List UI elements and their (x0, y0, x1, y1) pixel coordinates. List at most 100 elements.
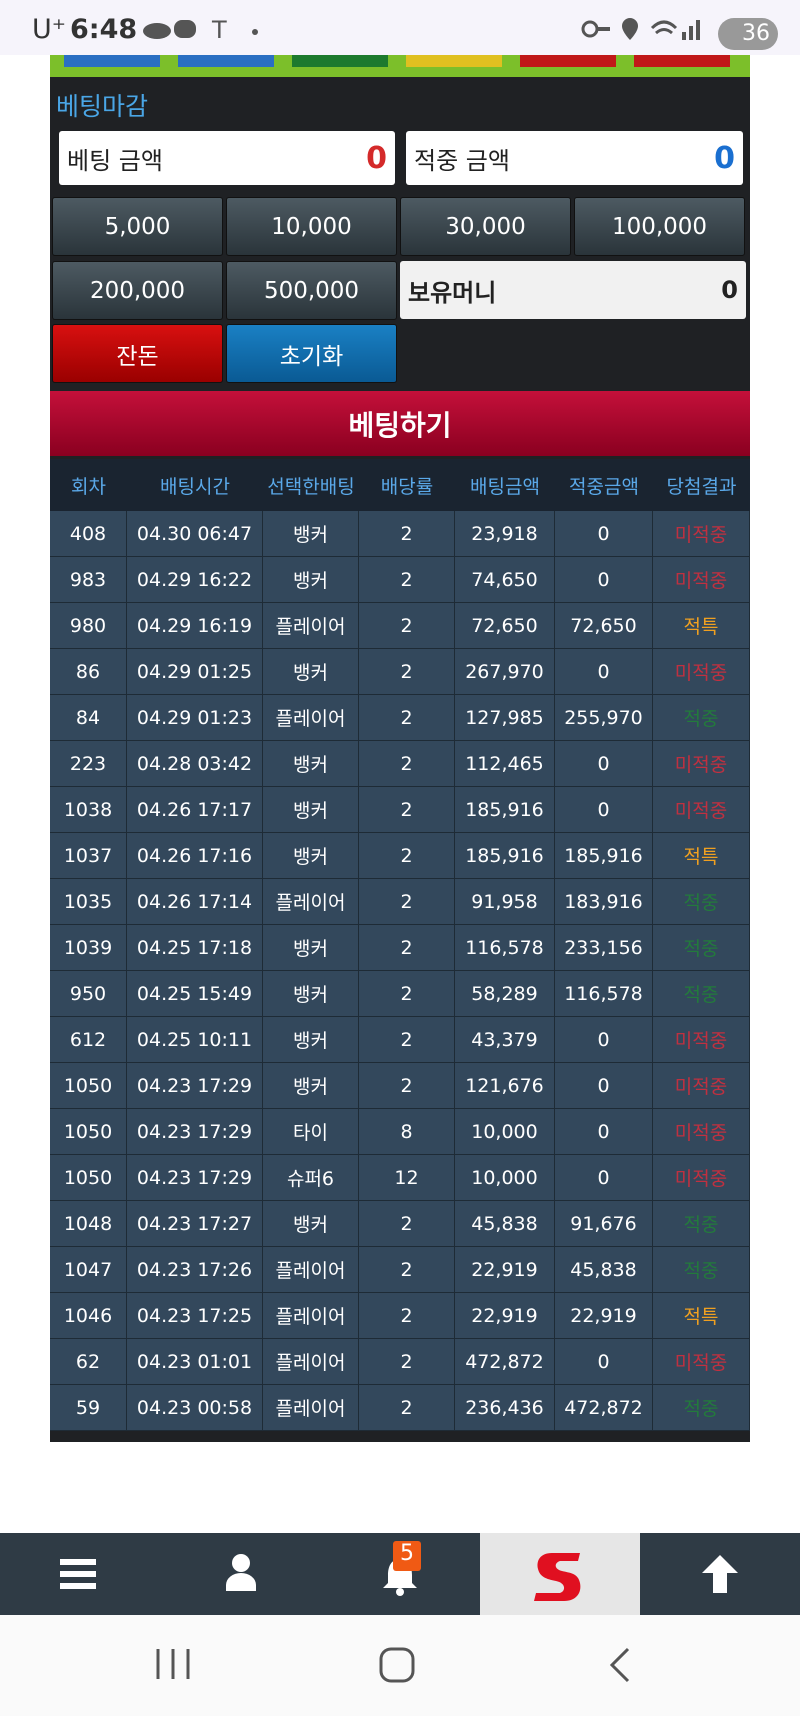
user-icon[interactable] (224, 1553, 258, 1593)
table-cell: 적중 (653, 1201, 750, 1246)
table-cell: 0 (555, 1155, 653, 1200)
table-cell: 10,000 (455, 1155, 555, 1200)
table-cell: 적중 (653, 695, 750, 740)
table-cell: 적중 (653, 1247, 750, 1292)
bet-amount-box: 베팅 금액 0 (59, 131, 395, 185)
table-cell: 45,838 (555, 1247, 653, 1292)
table-cell: 0 (555, 557, 653, 602)
table-row: 1037 04.26 17:16 뱅커 2 185,916 185,916 적특 (50, 833, 750, 879)
table-cell: 12 (359, 1155, 455, 1200)
table-cell: 1047 (50, 1247, 127, 1292)
value: 0 (714, 140, 735, 176)
table-row: 86 04.29 01:25 뱅커 2 267,970 0 미적중 (50, 649, 750, 695)
table-cell: 뱅커 (263, 1017, 359, 1062)
table-cell: 74,650 (455, 557, 555, 602)
table-cell: 뱅커 (263, 511, 359, 556)
status-bar: U⁺ 6:48 T 36 (0, 0, 800, 55)
reset-button[interactable]: 초기화 (226, 324, 397, 383)
table-row: 1048 04.23 17:27 뱅커 2 45,838 91,676 적중 (50, 1201, 750, 1247)
table-row: 612 04.25 10:11 뱅커 2 43,379 0 미적중 (50, 1017, 750, 1063)
table-cell: 112,465 (455, 741, 555, 786)
table-cell: 2 (359, 557, 455, 602)
table-row: 1039 04.25 17:18 뱅커 2 116,578 233,156 적중 (50, 925, 750, 971)
table-row: 1046 04.23 17:25 플레이어 2 22,919 22,919 적특 (50, 1293, 750, 1339)
change-button[interactable]: 잔돈 (52, 324, 223, 383)
logo-tab[interactable] (480, 1533, 640, 1615)
table-cell: 적중 (653, 879, 750, 924)
table-cell: 04.25 17:18 (127, 925, 263, 970)
table-cell: 116,578 (455, 925, 555, 970)
table-cell: 58,289 (455, 971, 555, 1016)
table-cell: 22,919 (555, 1293, 653, 1338)
chip-button[interactable]: 100,000 (574, 197, 745, 256)
table-cell: 1050 (50, 1063, 127, 1108)
table-cell: 04.26 17:17 (127, 787, 263, 832)
table-cell: 2 (359, 1063, 455, 1108)
svg-text:T: T (211, 16, 227, 42)
table-cell: 1035 (50, 879, 127, 924)
table-cell: 233,156 (555, 925, 653, 970)
value: 0 (721, 276, 738, 304)
table-cell: 04.23 17:29 (127, 1155, 263, 1200)
table-cell: 1050 (50, 1155, 127, 1200)
table-cell: 04.23 00:58 (127, 1385, 263, 1430)
table-cell: 612 (50, 1017, 127, 1062)
table-cell: 121,676 (455, 1063, 555, 1108)
chip-button[interactable]: 200,000 (52, 261, 223, 320)
submit-button[interactable]: 베팅하기 (50, 391, 750, 456)
table-cell: 뱅커 (263, 557, 359, 602)
table-cell: 1039 (50, 925, 127, 970)
carrier: U⁺ (32, 14, 67, 45)
table-cell: 2 (359, 879, 455, 924)
table-cell: 04.23 01:01 (127, 1339, 263, 1384)
column-header: 배팅시간 (160, 475, 230, 498)
table-cell: 플레이어 (263, 695, 359, 740)
table-cell: 미적중 (653, 787, 750, 832)
chip-button[interactable]: 5,000 (52, 197, 223, 256)
table-cell: 미적중 (653, 1017, 750, 1062)
table-cell: 183,916 (555, 879, 653, 924)
column-header: 배당률 (380, 475, 434, 498)
table-cell: 04.23 17:29 (127, 1063, 263, 1108)
system-buttons[interactable] (150, 1645, 650, 1685)
table-cell: 2 (359, 1385, 455, 1430)
table-cell: 적중 (653, 971, 750, 1016)
table-cell: 04.28 03:42 (127, 741, 263, 786)
table-cell: 185,916 (455, 787, 555, 832)
bottom-nav: 5 (0, 1533, 800, 1615)
win-amount-box: 적중 금액 0 (406, 131, 743, 185)
table-cell: 적특 (653, 833, 750, 878)
column-header: 선택한배팅 (267, 475, 355, 498)
chip-button[interactable]: 30,000 (400, 197, 571, 256)
table-cell: 04.23 17:26 (127, 1247, 263, 1292)
table-cell: 플레이어 (263, 1247, 359, 1292)
table-cell: 62 (50, 1339, 127, 1384)
table-cell: 슈퍼6 (263, 1155, 359, 1200)
chip-button[interactable]: 500,000 (226, 261, 397, 320)
table-cell: 91,958 (455, 879, 555, 924)
table-cell: 적중 (653, 1385, 750, 1430)
table-cell: 22,919 (455, 1293, 555, 1338)
table-cell: 2 (359, 787, 455, 832)
table-cell: 91,676 (555, 1201, 653, 1246)
table-body: 408 04.30 06:47 뱅커 2 23,918 0 미적중 983 04.29 16:2… (50, 511, 750, 1431)
table-cell: 1050 (50, 1109, 127, 1154)
table-cell: 950 (50, 971, 127, 1016)
table-cell: 0 (555, 741, 653, 786)
table-cell: 미적중 (653, 1063, 750, 1108)
menu-icon[interactable] (60, 1557, 100, 1591)
table-cell: 84 (50, 695, 127, 740)
chip-button[interactable]: 10,000 (226, 197, 397, 256)
logo (534, 1553, 581, 1601)
table-cell: 뱅커 (263, 649, 359, 694)
table-cell: 04.25 10:11 (127, 1017, 263, 1062)
panel-title: 베팅마감 (56, 92, 149, 121)
table-cell: 뱅커 (263, 741, 359, 786)
scroll-top-icon[interactable] (700, 1553, 740, 1595)
table-cell: 0 (555, 1109, 653, 1154)
table-cell: 미적중 (653, 649, 750, 694)
system-icons (581, 18, 700, 40)
balance-box: 보유머니 0 (400, 261, 746, 319)
table-cell: 2 (359, 649, 455, 694)
